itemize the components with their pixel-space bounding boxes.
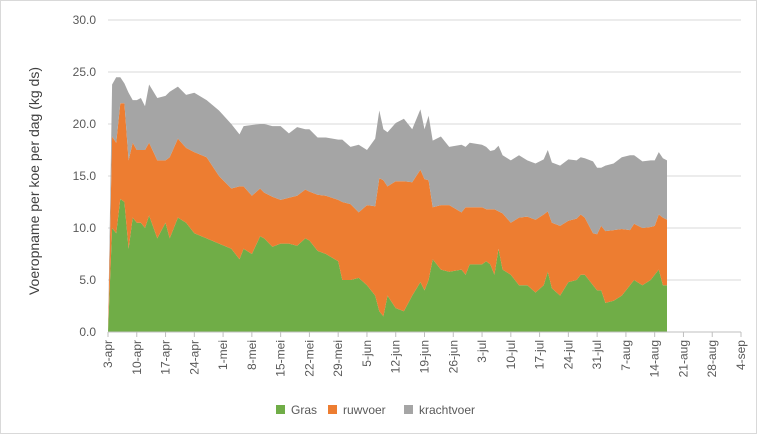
- x-tick-label: 10-apr: [130, 340, 144, 375]
- x-tick-label: 31-jul: [590, 340, 604, 369]
- legend-label-krachtvoer: krachtvoer: [419, 403, 475, 417]
- y-tick-label: 5.0: [79, 273, 96, 287]
- y-tick-label: 15.0: [73, 169, 97, 183]
- x-tick-label: 14-aug: [648, 340, 662, 377]
- x-tick-label: 29-mei: [331, 340, 345, 377]
- x-tick-label: 24-jul: [561, 340, 575, 369]
- legend-swatch-gras: [276, 405, 285, 414]
- legend-swatch-ruwvoer: [328, 405, 337, 414]
- y-tick-label: 30.0: [73, 13, 97, 27]
- legend-swatch-krachtvoer: [404, 405, 413, 414]
- legend: Gras ruwvoer krachtvoer: [276, 403, 475, 417]
- x-tick-label: 7-aug: [619, 340, 633, 371]
- legend-label-gras: Gras: [291, 403, 317, 417]
- x-tick-label: 1-mei: [216, 340, 230, 370]
- x-tick-label: 17-apr: [159, 340, 173, 375]
- x-tick-label: 28-aug: [705, 340, 719, 377]
- y-tick-label: 10.0: [73, 221, 97, 235]
- y-tick-label: 0.0: [79, 325, 96, 339]
- area-series-group: [108, 77, 667, 332]
- x-tick-label: 8-mei: [245, 340, 259, 370]
- x-tick-label: 19-jun: [418, 340, 432, 373]
- x-tick-label: 4-sep: [734, 340, 748, 370]
- axes: 0.0 5.0 10.0 15.0 20.0 25.0 30.0 3-apr 10-apr 17-…: [73, 13, 748, 377]
- area-series-ruwvoer: [108, 103, 667, 332]
- x-tick-label: 22-mei: [302, 340, 316, 377]
- y-axis-title: Voeropname per koe per dag (kg ds): [26, 67, 42, 295]
- x-tick-label: 3-jul: [475, 340, 489, 363]
- area-series-gras: [108, 198, 667, 332]
- y-tick-label: 25.0: [73, 65, 97, 79]
- area-series-krachtvoer: [108, 77, 667, 332]
- x-tick-label: 3-apr: [101, 340, 115, 368]
- x-tick-label: 24-apr: [187, 340, 201, 375]
- x-tick-label: 5-jun: [360, 340, 374, 367]
- legend-label-ruwvoer: ruwvoer: [343, 403, 386, 417]
- x-tick-label: 17-jul: [533, 340, 547, 369]
- x-tick-label: 12-jun: [389, 340, 403, 373]
- y-tick-label: 20.0: [73, 117, 97, 131]
- x-tick-label: 21-aug: [677, 340, 691, 377]
- x-tick-label: 26-jun: [446, 340, 460, 373]
- x-tick-label: 10-jul: [504, 340, 518, 369]
- x-tick-label: 15-mei: [274, 340, 288, 377]
